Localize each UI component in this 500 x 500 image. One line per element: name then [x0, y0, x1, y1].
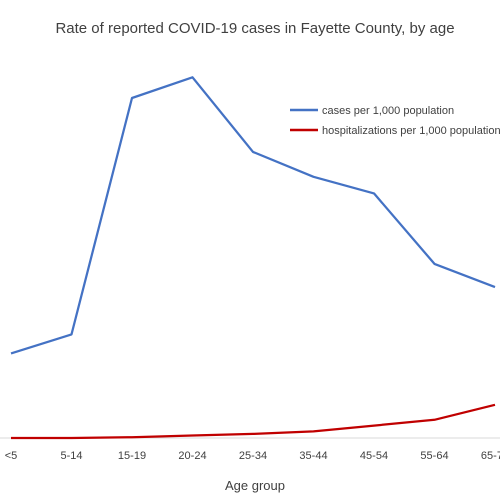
x-tick-label: 5-14	[60, 450, 82, 462]
legend: cases per 1,000 population hospitalizati…	[290, 105, 500, 137]
series-layer	[10, 76, 496, 440]
x-tick-label: 15-19	[118, 450, 146, 462]
x-tick-label: 45-54	[360, 450, 388, 462]
x-tick-label: 65-74	[481, 450, 500, 462]
x-tick-label: 20-24	[178, 450, 206, 462]
x-tick-label: 25-34	[239, 450, 267, 462]
chart-title: Rate of reported COVID-19 cases in Fayet…	[55, 20, 454, 37]
x-tick-label: <5	[5, 450, 18, 462]
series-line-hospitalizations	[11, 403, 496, 440]
legend-label-hospitalizations: hospitalizations per 1,000 population	[322, 125, 500, 137]
x-tick-label: 35-44	[299, 450, 327, 462]
x-axis-title: Age group	[225, 478, 285, 493]
x-tick-labels: <5 5-14 15-19 20-24 25-34 35-44 45-54 55-64 65-7…	[5, 450, 500, 462]
series-line-cases	[10, 76, 496, 355]
x-tick-label: 55-64	[420, 450, 448, 462]
legend-label-cases: cases per 1,000 population	[322, 105, 454, 117]
